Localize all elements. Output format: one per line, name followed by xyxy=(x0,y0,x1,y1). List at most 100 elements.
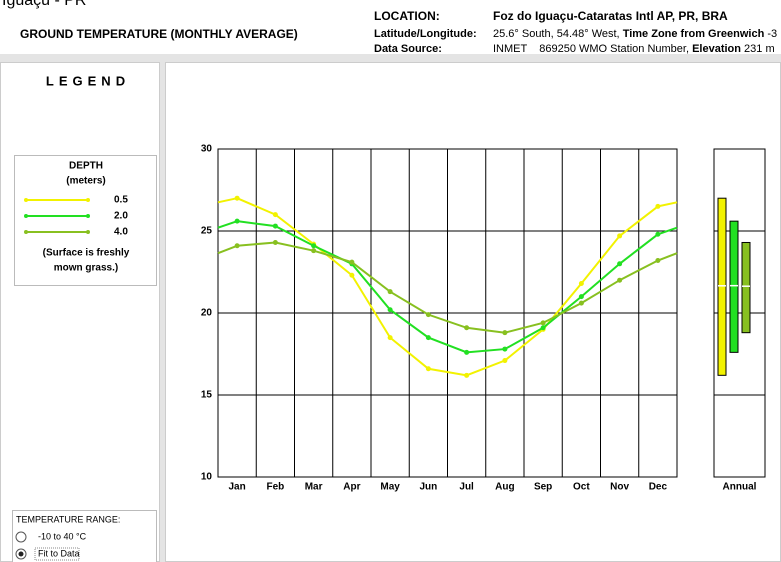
left-panel xyxy=(0,62,160,562)
tz: -3 xyxy=(764,28,777,40)
point xyxy=(464,325,470,331)
series-line xyxy=(236,220,659,354)
x-tick-label: Aug xyxy=(495,482,514,493)
y-tick-label: 10 xyxy=(201,472,213,483)
range-title: TEMPERATURE RANGE: xyxy=(16,514,120,524)
divider xyxy=(0,54,781,62)
x-tick-label: Dec xyxy=(649,482,668,493)
x-tick-label: Apr xyxy=(343,482,360,493)
series-line xyxy=(236,197,659,377)
annual-label: Annual xyxy=(723,482,757,493)
point xyxy=(234,218,240,224)
y-tick-label: 30 xyxy=(201,144,213,155)
series-edge xyxy=(657,252,678,262)
source-line: INMET 869250 WMO Station Number, Elevatio… xyxy=(493,43,775,55)
location: Foz do Iguaçu-Cataratas Intl AP, PR, BRA xyxy=(493,9,728,23)
x-tick-label: Jun xyxy=(419,482,437,493)
point xyxy=(425,366,431,372)
legend-unit: (meters) xyxy=(66,176,105,187)
legend-box xyxy=(14,155,157,286)
point xyxy=(464,372,470,378)
source-label: Data Source: xyxy=(374,43,442,55)
point xyxy=(234,243,240,249)
latlon: 25.6° South, 54.48° West, xyxy=(493,28,623,40)
radio-label[interactable]: -10 to 40 °C xyxy=(38,531,87,541)
legend-label: 4.0 xyxy=(114,227,128,238)
point xyxy=(540,320,546,326)
annual-bar xyxy=(741,241,751,334)
point xyxy=(655,203,661,209)
radio-dot xyxy=(18,551,24,557)
panel-gap xyxy=(160,54,165,562)
point xyxy=(502,358,508,364)
focus-box xyxy=(34,547,80,561)
radio-button[interactable] xyxy=(15,531,27,543)
x-tick-label: Jul xyxy=(459,482,474,493)
y-tick-label: 20 xyxy=(201,308,213,319)
latlon-line: 25.6° South, 54.48° West, Time Zone from… xyxy=(493,28,777,40)
legend-dot xyxy=(24,230,28,234)
x-tick-label: Feb xyxy=(266,482,284,493)
point xyxy=(387,307,393,313)
legend-note: mown grass.) xyxy=(54,263,118,274)
point xyxy=(617,261,623,267)
point xyxy=(349,272,355,278)
legend-label: 0.5 xyxy=(114,195,128,206)
series-edge xyxy=(217,220,238,229)
elevation: 231 m xyxy=(741,43,775,55)
source: INMET xyxy=(493,43,528,55)
legend-dot xyxy=(24,214,28,218)
point xyxy=(655,258,661,264)
x-tick-label: Jan xyxy=(229,482,246,493)
point xyxy=(272,223,278,229)
point xyxy=(311,248,317,254)
point xyxy=(387,335,393,341)
series-line xyxy=(237,241,659,334)
point xyxy=(578,300,584,306)
legend-title: LEGEND xyxy=(46,73,130,88)
series-edge xyxy=(217,197,238,204)
x-tick-label: Mar xyxy=(305,482,323,493)
legend-dot xyxy=(24,198,28,202)
point xyxy=(578,294,584,300)
point xyxy=(387,289,393,295)
point xyxy=(425,312,431,318)
point xyxy=(540,325,546,331)
point xyxy=(502,346,508,352)
point xyxy=(425,335,431,341)
point xyxy=(655,231,661,237)
title: GROUND TEMPERATURE (MONTHLY AVERAGE) xyxy=(20,27,298,41)
tz-label: Time Zone from Greenwich xyxy=(623,28,765,40)
series-edge xyxy=(657,201,678,208)
series-edge xyxy=(657,226,678,236)
legend-label: 2.0 xyxy=(114,211,128,222)
elevation-label: Elevation xyxy=(692,43,741,55)
location-label: LOCATION: xyxy=(374,9,440,23)
radio-label[interactable]: Fit to Data xyxy=(38,548,80,558)
point xyxy=(234,195,240,201)
point xyxy=(617,233,623,239)
x-tick-label: Sep xyxy=(534,482,552,493)
point xyxy=(272,212,278,218)
point xyxy=(464,349,470,355)
legend-dot xyxy=(86,198,90,202)
latlon-label: Latitude/Longitude: xyxy=(374,28,477,40)
legend-depth: DEPTH xyxy=(69,161,103,172)
legend-note: (Surface is freshly xyxy=(43,248,130,259)
point xyxy=(311,243,317,249)
series-edge xyxy=(217,244,238,255)
station: 869250 WMO Station Number, xyxy=(539,43,692,55)
point xyxy=(617,277,623,283)
annual-bar xyxy=(729,220,739,353)
cut-title: Iguaçu - PR xyxy=(2,0,86,9)
point xyxy=(349,259,355,265)
annual-bar xyxy=(717,197,727,376)
point xyxy=(502,330,508,336)
legend-dot xyxy=(86,230,90,234)
range-box xyxy=(12,510,157,562)
point xyxy=(578,280,584,286)
y-tick-label: 15 xyxy=(201,390,213,401)
point xyxy=(272,239,278,245)
x-tick-label: Oct xyxy=(573,482,590,493)
